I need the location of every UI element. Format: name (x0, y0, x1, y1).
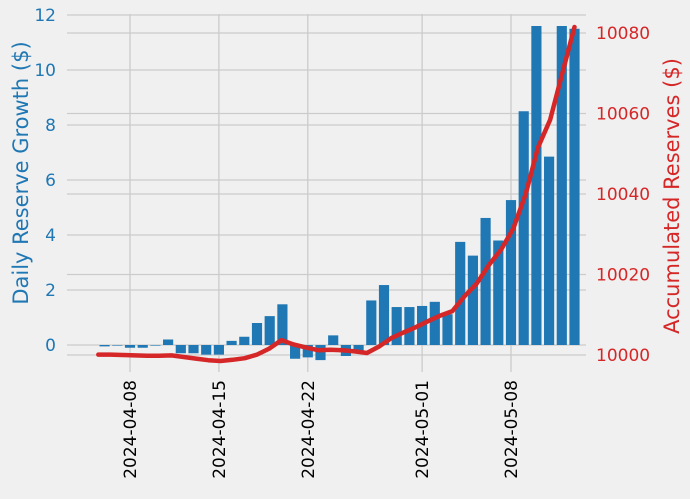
bar-16 (302, 345, 313, 358)
y-left-tick: 4 (45, 226, 56, 246)
bar-2 (124, 345, 136, 348)
bar-12 (251, 323, 263, 345)
bar-5 (163, 339, 174, 345)
y-right-tick: 10040 (596, 185, 650, 205)
bar-4 (150, 345, 161, 346)
y-left-tick: 10 (34, 61, 56, 81)
y-left-tick: 12 (34, 6, 56, 26)
bar-14 (277, 304, 288, 345)
bar-37 (569, 28, 580, 345)
bar-20 (353, 345, 364, 352)
bar-30 (480, 217, 491, 345)
bar-28 (455, 241, 466, 345)
y-left-label: Daily Reserve Growth ($) (9, 41, 33, 304)
bar-8 (201, 345, 212, 355)
bar-24 (404, 307, 415, 345)
accumulated-line (96, 24, 577, 364)
y-right-label: Accumulated Reserves ($) (660, 58, 684, 334)
bar-23 (391, 307, 402, 345)
bar-13 (264, 316, 275, 345)
x-tick: 2024-05-01 (413, 380, 433, 479)
bar-34 (531, 26, 542, 345)
bar-22 (378, 285, 390, 345)
bar-36 (556, 26, 567, 345)
bar-32 (505, 200, 517, 345)
y-right-tick: 10080 (596, 24, 650, 44)
bar-33 (518, 111, 529, 345)
y-right-tick: 10000 (596, 346, 650, 366)
grid (67, 14, 586, 372)
bar-7 (188, 345, 199, 354)
bar-17 (315, 345, 326, 361)
bar-29 (467, 255, 478, 345)
x-tick: 2024-05-08 (502, 380, 522, 479)
bar-31 (493, 240, 504, 345)
y-right-tick: 10060 (596, 105, 650, 125)
x-tick: 2024-04-22 (299, 380, 319, 479)
bar-1 (112, 345, 123, 346)
y-left-tick: 0 (45, 336, 56, 356)
y-left-tick: 6 (45, 171, 56, 191)
line-path (96, 24, 577, 364)
bar-15 (290, 345, 301, 359)
bar-35 (544, 156, 555, 345)
bar-6 (175, 345, 186, 354)
bar-11 (239, 336, 250, 345)
bars (99, 26, 580, 361)
y-left-tick: 2 (45, 281, 56, 301)
bar-3 (137, 345, 148, 348)
bar-27 (442, 314, 453, 345)
bar-10 (226, 340, 237, 345)
y-right-tick: 10020 (596, 266, 650, 286)
bar-0 (99, 345, 110, 347)
y-left-tick: 8 (45, 116, 56, 136)
bar-26 (429, 301, 440, 345)
bar-18 (328, 335, 339, 345)
bar-9 (213, 345, 224, 355)
bar-21 (366, 300, 377, 345)
x-tick: 2024-04-08 (121, 380, 141, 479)
axes: 0 2 4 6 8 10 12 10000 10020 10040 10060 10080 2024-0… (34, 6, 650, 479)
x-tick: 2024-04-15 (210, 380, 230, 479)
